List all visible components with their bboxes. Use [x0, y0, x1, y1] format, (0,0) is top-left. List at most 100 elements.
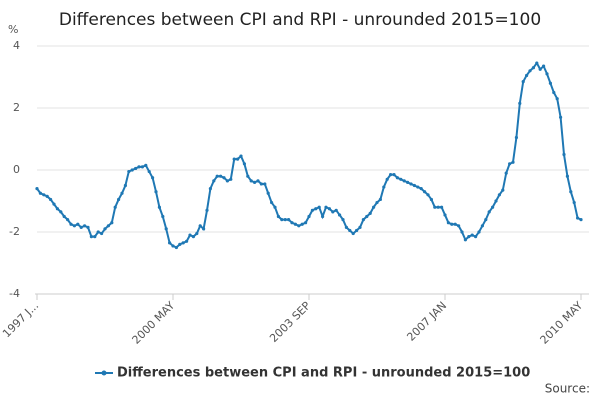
data-point — [385, 177, 389, 181]
data-point — [314, 207, 318, 211]
x-tick-label: 2010 MAY — [538, 299, 586, 347]
data-point — [559, 115, 563, 119]
data-point — [562, 152, 566, 157]
data-point — [117, 197, 121, 202]
data-point — [399, 177, 403, 181]
data-point — [576, 216, 580, 220]
chart-title: Differences between CPI and RPI - unroun… — [59, 10, 541, 30]
data-point — [355, 228, 359, 233]
data-point — [249, 179, 253, 183]
data-point — [42, 193, 46, 197]
data-point — [89, 235, 93, 239]
data-point — [368, 211, 372, 215]
data-point — [168, 241, 172, 245]
data-point — [480, 224, 484, 228]
data-point — [460, 230, 464, 234]
data-point — [419, 187, 423, 191]
data-point — [123, 183, 127, 188]
data-point — [120, 191, 124, 195]
data-point — [256, 179, 260, 183]
data-point — [212, 179, 216, 183]
data-point — [69, 222, 73, 226]
data-point — [35, 187, 39, 191]
data-point — [375, 200, 379, 205]
y-tick-label: -4 — [9, 287, 20, 300]
data-point — [528, 69, 532, 73]
data-point — [76, 222, 80, 226]
data-point — [457, 224, 461, 228]
data-point — [321, 214, 325, 219]
data-point — [406, 180, 410, 184]
data-point — [402, 179, 406, 183]
x-tick-label: 2007 JAN — [404, 299, 449, 344]
data-point — [382, 185, 386, 189]
data-point — [511, 160, 515, 164]
data-point — [429, 197, 433, 202]
data-point — [535, 61, 539, 65]
data-point — [283, 218, 287, 222]
data-point — [280, 218, 284, 222]
data-point — [181, 241, 185, 245]
data-point — [579, 218, 583, 222]
legend-label: Differences between CPI and RPI - unroun… — [117, 366, 530, 381]
data-point — [259, 182, 263, 186]
data-point — [514, 135, 519, 140]
data-point — [494, 199, 498, 203]
data-point — [66, 218, 70, 222]
data-point — [525, 73, 529, 78]
data-point — [338, 213, 342, 217]
data-point — [341, 218, 345, 222]
data-point — [487, 210, 491, 214]
data-point — [348, 228, 352, 233]
data-point — [151, 176, 155, 180]
data-point — [426, 193, 430, 197]
data-point — [542, 64, 546, 68]
data-point — [38, 191, 43, 195]
data-point — [205, 208, 209, 212]
data-point — [508, 162, 512, 166]
data-point — [300, 222, 304, 226]
data-point — [450, 222, 454, 226]
data-point — [293, 222, 297, 226]
data-point — [171, 244, 175, 248]
data-point — [59, 210, 63, 214]
data-point — [110, 221, 114, 225]
data-point — [266, 191, 270, 195]
data-point — [565, 174, 570, 178]
data-point — [157, 205, 161, 209]
data-line — [36, 61, 582, 249]
data-point — [215, 174, 219, 178]
data-point — [263, 182, 267, 186]
data-point — [378, 197, 382, 202]
data-point — [130, 168, 134, 172]
data-point — [208, 187, 212, 191]
data-point — [552, 90, 556, 95]
data-point — [351, 231, 355, 236]
data-point — [195, 231, 199, 236]
data-point — [147, 169, 151, 174]
data-point — [178, 242, 182, 246]
data-point — [470, 233, 474, 237]
data-point — [229, 177, 233, 181]
data-point — [144, 163, 148, 167]
data-point — [518, 101, 522, 105]
data-point — [433, 205, 437, 209]
data-point — [365, 214, 369, 219]
data-point — [361, 218, 365, 222]
data-point — [436, 205, 440, 209]
data-point — [270, 200, 274, 205]
data-point — [154, 190, 158, 194]
data-point — [297, 224, 301, 228]
data-point — [409, 182, 413, 186]
source: Source: — [545, 382, 590, 396]
data-point — [191, 235, 195, 239]
data-point — [83, 224, 87, 228]
data-point — [446, 221, 450, 225]
data-point — [219, 174, 223, 178]
data-point — [49, 197, 53, 202]
data-point — [225, 179, 229, 183]
data-point — [113, 205, 117, 209]
y-tick-label: 2 — [13, 101, 20, 114]
data-point — [440, 205, 444, 209]
